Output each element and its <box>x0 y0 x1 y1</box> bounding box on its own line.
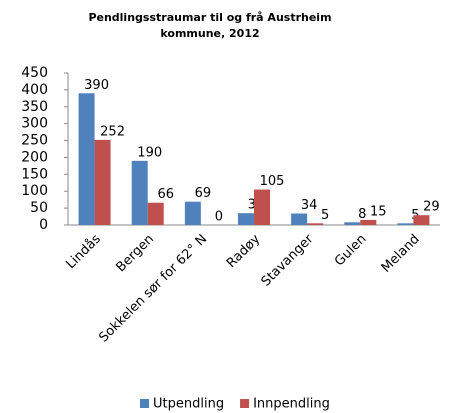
bar <box>291 213 308 225</box>
bar <box>254 189 270 225</box>
data-label: 66 <box>157 187 174 202</box>
data-label: 190 <box>137 145 162 160</box>
legend-swatch <box>140 399 149 408</box>
legend-swatch <box>240 399 250 408</box>
bar <box>147 202 164 225</box>
x-tick-label: Bergen <box>114 232 158 276</box>
data-label: 8 <box>358 207 366 222</box>
bar <box>238 213 254 225</box>
data-label: 5 <box>321 208 329 223</box>
data-label: 29 <box>423 200 440 215</box>
y-tick-label: 400 <box>21 82 48 98</box>
x-tick-label: Sokkelen sør for 62° N <box>96 232 210 346</box>
y-tick-label: 350 <box>21 99 48 115</box>
bar <box>184 201 201 225</box>
bar <box>94 139 111 225</box>
bar <box>131 160 148 225</box>
y-tick-label: 0 <box>39 217 48 233</box>
x-tick-label: Stavanger <box>259 231 317 289</box>
x-tick-label: Meland <box>379 232 423 276</box>
data-label: 69 <box>195 186 212 201</box>
y-tick-label: 50 <box>30 200 48 216</box>
data-label: 0 <box>215 210 223 225</box>
y-tick-label: 250 <box>21 133 48 149</box>
data-label: 390 <box>84 78 109 93</box>
bar <box>307 223 324 225</box>
data-label: 15 <box>370 204 387 219</box>
y-tick-label: 200 <box>21 149 48 165</box>
bar <box>78 93 95 226</box>
data-label: 34 <box>301 198 318 213</box>
legend-label: Innpendling <box>253 397 330 412</box>
bar <box>397 223 414 225</box>
x-tick-label: Radøy <box>224 231 264 271</box>
x-tick-label: Gulen <box>332 232 370 270</box>
bar <box>344 222 361 225</box>
data-label: 105 <box>260 174 285 189</box>
x-tick-label: Lindås <box>64 232 105 273</box>
y-tick-label: 100 <box>21 183 48 199</box>
chart-title: Pendlingsstraumar til og frå Austrheim k… <box>88 11 332 40</box>
y-tick-label: 300 <box>21 116 48 132</box>
data-label: 252 <box>100 124 125 139</box>
bar <box>413 215 430 225</box>
y-tick-label: 150 <box>21 166 48 182</box>
legend-label: Utpendling <box>153 397 224 412</box>
bar <box>360 219 377 225</box>
y-tick-label: 450 <box>21 65 48 81</box>
